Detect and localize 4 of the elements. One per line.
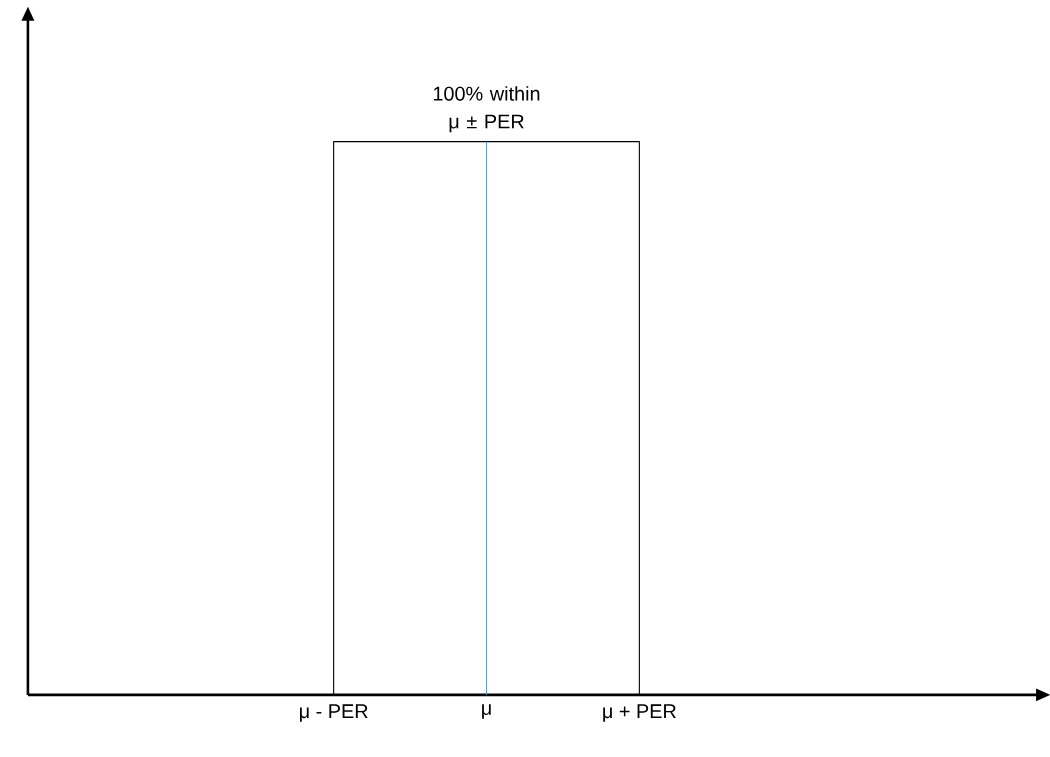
x-tick-label: μ xyxy=(482,704,491,719)
x-tick-label: μ + PER xyxy=(603,704,676,723)
x-tick-label: μ - PER xyxy=(300,704,368,723)
annotation: 100% within μ ± PER xyxy=(433,86,540,133)
